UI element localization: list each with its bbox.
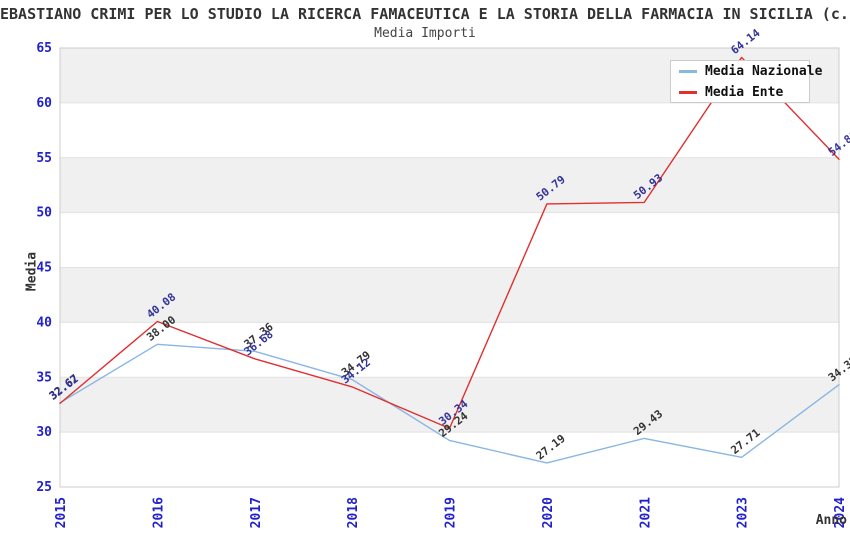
plot-band	[60, 377, 839, 433]
y-axis-title: Media	[24, 251, 40, 292]
x-tick-label: 2019	[444, 497, 459, 528]
legend-label: Media Ente	[705, 84, 784, 100]
data-label-media-ente: 54.86	[826, 128, 850, 159]
data-label-media-nazionale: 27.19	[534, 432, 568, 463]
y-tick-label: 25	[36, 480, 52, 495]
x-tick-label: 2017	[249, 497, 264, 528]
series-line-media-nazionale	[59, 343, 840, 464]
y-tick-label: 30	[36, 425, 52, 440]
y-tick-label: 45	[36, 261, 52, 276]
legend-item: Media Nazionale	[679, 64, 822, 79]
y-tick-label: 50	[36, 206, 52, 221]
legend-item: Media Ente	[679, 85, 801, 100]
x-tick-label: 2020	[541, 497, 556, 528]
x-tick-label: 2021	[638, 497, 653, 528]
chart-subtitle: Media Importi	[374, 26, 476, 41]
y-tick-label: 60	[36, 96, 52, 111]
plot-band	[60, 267, 839, 323]
x-axis-title: Anno	[815, 513, 847, 528]
x-tick-label: 2024	[833, 497, 848, 528]
data-label-media-nazionale: 34.32	[826, 354, 850, 385]
chart-title: EBASTIANO CRIMI PER LO STUDIO LA RICERCA…	[0, 5, 850, 23]
legend-line-sample-icon	[679, 90, 697, 94]
legend-line-sample-icon	[679, 69, 697, 73]
x-tick-label: 2023	[736, 497, 751, 528]
series-line-media-ente	[59, 56, 840, 430]
plot-band	[60, 157, 839, 213]
x-tick-label: 2018	[346, 497, 361, 528]
legend: Media Nazionale Media Ente	[670, 60, 822, 103]
plot-border	[59, 47, 840, 488]
x-tick-label: 2015	[54, 497, 69, 528]
x-tick-label: 2016	[151, 497, 166, 528]
y-tick-label: 40	[36, 315, 52, 330]
legend-label: Media Nazionale	[705, 63, 823, 79]
y-tick-label: 35	[36, 370, 52, 385]
y-tick-label: 65	[36, 41, 52, 56]
y-tick-label: 55	[36, 151, 52, 166]
